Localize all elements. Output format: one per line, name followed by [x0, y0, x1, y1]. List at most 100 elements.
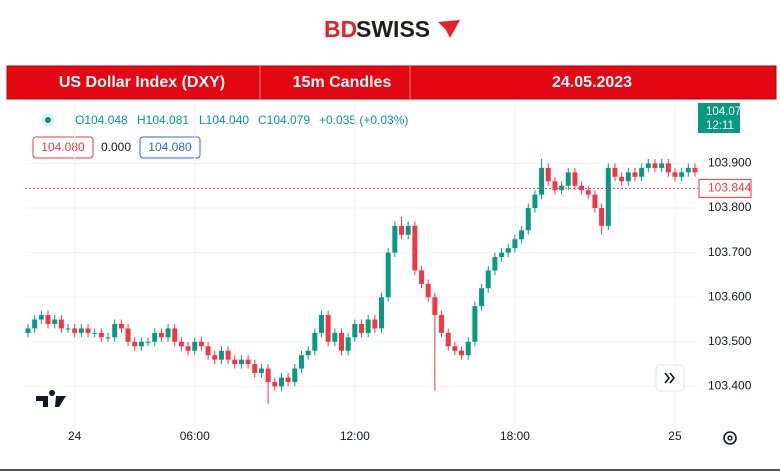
candle-body [298, 355, 304, 369]
candle-body [459, 350, 465, 356]
candle-body [632, 172, 638, 177]
candle-body [412, 225, 418, 271]
candle-body [532, 194, 538, 209]
candle-body [365, 319, 371, 333]
y-tick-label: 103.700 [708, 245, 752, 259]
ask-price: 104.080 [148, 140, 192, 154]
candle-body [205, 346, 211, 356]
candle-body [445, 332, 451, 347]
candle-body [612, 167, 618, 177]
candle-body [118, 323, 124, 329]
status-dot [45, 117, 51, 123]
candle-body [359, 323, 364, 333]
legend-close: C104.079 [258, 113, 310, 127]
legend-high: H104.081 [137, 113, 189, 127]
candle-body [232, 359, 238, 365]
x-tick-label: 12:00 [340, 429, 370, 443]
candle-body [372, 319, 378, 329]
candle-body [605, 167, 611, 226]
candle-body [679, 172, 685, 177]
candle-body [92, 332, 98, 334]
header-instrument: US Dollar Index (DXY) [59, 74, 225, 91]
candle-body [72, 328, 78, 333]
candle-body [172, 328, 178, 342]
candle-body [58, 319, 64, 329]
candle-body [178, 341, 184, 347]
candle-body [65, 328, 71, 330]
last-price-label: 103.844 [708, 181, 752, 195]
candle-body [659, 163, 665, 168]
candle-body [218, 350, 224, 360]
candle-body [499, 252, 505, 258]
candle-body [665, 163, 671, 173]
settings-icon[interactable] [723, 431, 737, 445]
bid-box[interactable] [32, 136, 94, 159]
candle-body [585, 190, 591, 195]
candle-body [52, 319, 58, 324]
badge-price: 104.079 [706, 106, 748, 118]
candle-body [519, 230, 525, 240]
price-badge [698, 103, 740, 133]
candle-body [405, 225, 411, 235]
candle-body [185, 346, 191, 351]
scroll-icon [664, 372, 676, 384]
candle-body [105, 337, 111, 339]
candle-body [432, 297, 438, 316]
y-tick-label: 103.800 [708, 200, 752, 214]
candle-body [619, 176, 625, 182]
candle-body [599, 208, 605, 226]
legend-open: O104.048 [75, 113, 128, 127]
logo-right: SWISS [356, 16, 430, 42]
plot: 103.400 103.500 103.600 103.700 103.800 103.9… [25, 101, 752, 443]
y-tick-label: 103.600 [708, 289, 752, 303]
candle-body [485, 270, 491, 289]
candle-body [145, 341, 151, 343]
candle-body [138, 341, 144, 347]
tradingview-logo [36, 390, 66, 407]
candle-body [305, 350, 311, 356]
candle-body [539, 167, 545, 195]
candle-body [392, 225, 398, 253]
candle-body [132, 341, 138, 347]
ask-box[interactable] [139, 136, 201, 159]
bid-price: 104.080 [41, 140, 85, 154]
candle-body [245, 359, 251, 365]
spread: 0.000 [101, 140, 131, 154]
last-price-box [698, 178, 752, 198]
candle-body [525, 208, 531, 231]
candle-body [112, 323, 118, 338]
candle-body [272, 381, 278, 387]
candle-body [645, 163, 651, 168]
candle-body [465, 341, 471, 356]
logo-mark [438, 20, 460, 38]
candle-body [545, 167, 551, 182]
settings-icon-center [727, 435, 733, 441]
candle-body [338, 332, 344, 351]
candle-body [125, 328, 131, 342]
candle-body [85, 328, 91, 333]
candle-body [165, 328, 171, 338]
candle-body [318, 315, 324, 333]
candle-body [352, 323, 358, 338]
candle-body [552, 181, 558, 191]
candle-body [565, 172, 571, 186]
x-tick-label: 06:00 [180, 429, 210, 443]
candle-body [379, 297, 385, 329]
candle-body [258, 368, 264, 374]
candle-body [512, 239, 518, 249]
candle-body [325, 315, 331, 342]
y-tick-label: 103.900 [708, 156, 752, 170]
candle-body [385, 252, 391, 298]
candle-body [158, 332, 164, 338]
candle-body [292, 368, 298, 382]
legend-change: +0.035 (+0.03%) [319, 113, 408, 127]
candle-body [192, 341, 198, 351]
candle-body [425, 283, 431, 298]
candle-body [212, 355, 218, 360]
candle-body [492, 257, 498, 271]
candle-body [98, 332, 104, 338]
candle-body [472, 306, 478, 342]
candle-body [312, 332, 318, 351]
candle-body [265, 368, 271, 382]
